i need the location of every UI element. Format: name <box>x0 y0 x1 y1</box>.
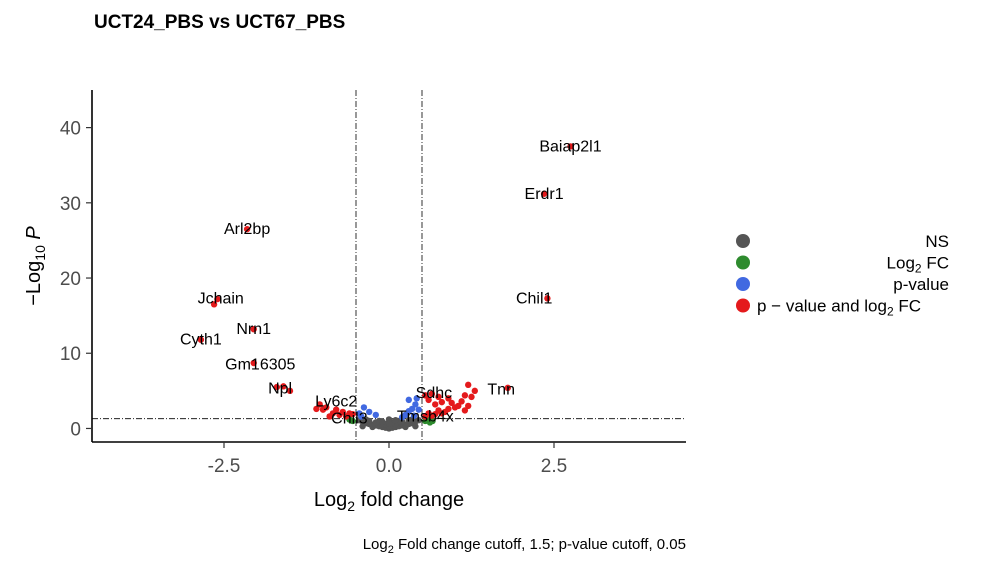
data-point <box>461 407 469 414</box>
data-point <box>412 423 419 430</box>
points-layer <box>197 143 574 432</box>
data-point <box>243 225 251 233</box>
data-point <box>544 295 551 302</box>
gene-labels: Baiap2l1 Erdr1 Arl2bp Jchain Chil1 Nrn1 Cyth1G… <box>180 138 602 427</box>
data-point <box>366 408 373 416</box>
data-point <box>461 392 469 399</box>
data-point <box>413 395 420 402</box>
data-point <box>214 295 221 303</box>
data-point <box>438 398 445 406</box>
data-point <box>465 381 472 389</box>
data-point <box>273 383 280 391</box>
gene-label: Tnn <box>487 381 515 398</box>
x-tick-label: 0.0 <box>376 456 402 477</box>
data-point <box>428 390 436 398</box>
data-point <box>359 423 366 430</box>
data-point <box>197 336 205 343</box>
data-point <box>379 418 386 425</box>
data-point <box>422 392 429 399</box>
gene-label: Baiap2l1 <box>539 138 601 155</box>
data-point <box>372 411 379 419</box>
data-point <box>458 398 465 405</box>
data-point <box>280 383 287 390</box>
legend-key-p <box>736 277 750 291</box>
y-tick-label: 20 <box>60 269 81 290</box>
data-point <box>415 406 422 413</box>
data-point <box>250 359 257 367</box>
caption: Log2 Fold change cutoff, 1.5; p-value cu… <box>363 536 686 556</box>
data-point <box>402 423 409 431</box>
gene-label: Ly6c2 <box>315 393 357 410</box>
data-point <box>316 401 323 408</box>
data-point <box>326 413 333 420</box>
data-point <box>286 387 294 395</box>
x-axis-title: Log2 fold change <box>314 489 464 514</box>
gene-label: Chil1 <box>516 290 553 307</box>
gene-label: Npl <box>268 381 292 398</box>
gene-label: Chil3 <box>331 411 368 428</box>
data-point <box>504 384 511 392</box>
data-point <box>465 402 472 410</box>
legend-label: NS <box>925 232 949 251</box>
data-point <box>415 416 422 424</box>
gene-label: Sdhc <box>416 385 452 402</box>
data-point <box>339 408 346 416</box>
chart-title: UCT24_PBS vs UCT67_PBS <box>94 12 346 33</box>
data-point <box>432 401 439 408</box>
y-tick-label: 0 <box>70 419 81 440</box>
data-point <box>445 395 452 402</box>
data-point <box>210 301 218 308</box>
data-point <box>410 412 418 419</box>
data-point <box>412 401 419 408</box>
data-point <box>392 416 399 424</box>
data-point <box>360 404 368 411</box>
data-point <box>399 413 406 421</box>
y-axis-title: −Log10 P <box>23 226 48 306</box>
y-tick-label: 40 <box>60 119 81 140</box>
data-point <box>333 406 340 413</box>
x-tick-label: 2.5 <box>541 456 567 477</box>
legend-key-p-fc <box>736 298 750 313</box>
legend-label: p − value and log2 FC <box>757 297 921 319</box>
data-point <box>408 405 416 413</box>
legend-label: p-value <box>893 275 949 294</box>
axes: -2.5 0.0 2.5 0 10 20 30 40 Log2 fold change −Log1… <box>23 90 686 514</box>
gene-label: Erdr1 <box>525 186 564 203</box>
gene-label: Nrn1 <box>236 321 271 338</box>
data-point <box>471 387 478 395</box>
data-point <box>425 396 432 404</box>
data-point <box>540 190 548 197</box>
data-point <box>313 405 320 413</box>
data-point <box>349 410 356 418</box>
data-point <box>323 404 330 411</box>
x-tick-label: -2.5 <box>208 456 241 477</box>
legend: NS Log2 FCp-value p − value and log2 FC <box>736 232 949 319</box>
data-point <box>448 399 455 407</box>
data-point <box>362 416 370 423</box>
legend-key-fc <box>736 255 750 270</box>
y-tick-label: 30 <box>60 194 81 215</box>
data-point <box>422 413 429 420</box>
gene-label: Tmsb4x <box>397 408 454 425</box>
data-point <box>468 393 475 401</box>
y-tick-label: 10 <box>60 344 81 365</box>
gene-label: Gm16305 <box>225 357 295 374</box>
data-point <box>405 396 412 404</box>
gene-label: Cyth1 <box>180 332 222 349</box>
data-point <box>451 404 459 411</box>
legend-label: Log2 FC <box>887 254 949 276</box>
data-point <box>429 417 436 425</box>
data-point <box>358 413 365 420</box>
legend-key-ns <box>736 234 750 248</box>
data-point <box>250 325 257 333</box>
gene-label: Arl2bp <box>224 221 270 238</box>
data-point <box>385 419 393 427</box>
data-point <box>567 143 574 150</box>
gene-label: Jchain <box>198 290 244 307</box>
data-point <box>435 393 442 401</box>
data-point <box>369 423 376 431</box>
